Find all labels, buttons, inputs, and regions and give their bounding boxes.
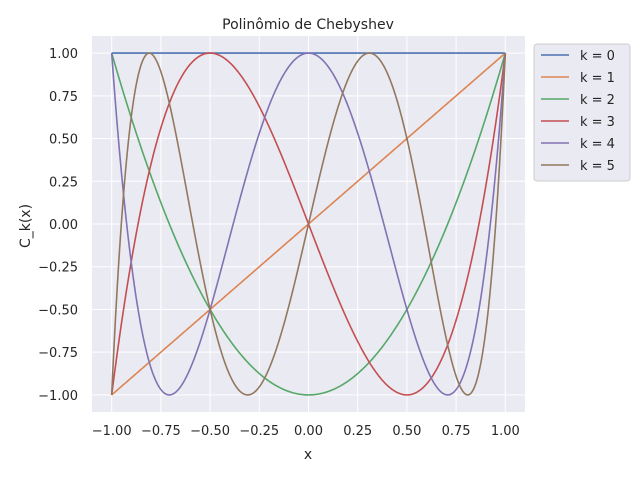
x-tick-label: −0.50 (190, 424, 230, 439)
series-line-k5 (110, 52, 507, 396)
x-axis-label: x (304, 447, 312, 463)
chart-title: Polinômio de Chebyshev (222, 17, 394, 33)
x-tick-label: −0.75 (141, 424, 181, 439)
x-tick-label: 0.50 (392, 424, 421, 439)
legend: k = 0 k = 1 k = 2 k = 3 k = 4 k = 5 (533, 43, 631, 182)
legend-label-k0: k = 0 (580, 49, 615, 64)
series-line-k4 (110, 52, 507, 396)
x-tick-label: −0.25 (239, 424, 279, 439)
x-tick-label: 0.75 (442, 424, 471, 439)
y-tick-label: 0.50 (49, 133, 78, 148)
x-tick-label: 0.00 (294, 424, 323, 439)
legend-label-k4: k = 4 (580, 137, 615, 152)
legend-label-k2: k = 2 (580, 93, 615, 108)
y-tick-label: −0.25 (38, 261, 78, 276)
legend-label-k5: k = 5 (580, 159, 615, 174)
y-tick-labels: −1.00 −0.75 −0.50 −0.25 0.00 0.25 0.50 0.75 1.00 (38, 47, 78, 404)
legend-box (533, 43, 631, 182)
y-tick-label: −0.50 (38, 303, 78, 318)
y-tick-label: 0.00 (49, 218, 78, 233)
x-tick-label: −1.00 (92, 424, 132, 439)
legend-label-k1: k = 1 (580, 71, 615, 86)
y-tick-label: 1.00 (49, 47, 78, 62)
series-curves (110, 52, 507, 396)
series-line-k2 (110, 52, 507, 396)
x-tick-label: 1.00 (491, 424, 520, 439)
x-tick-label: 0.25 (343, 424, 372, 439)
x-tick-labels: −1.00 −0.75 −0.50 −0.25 0.00 0.25 0.50 0.75 1.00 (92, 424, 520, 439)
legend-label-k3: k = 3 (580, 115, 615, 130)
y-tick-label: 0.75 (49, 90, 78, 105)
y-tick-label: −0.75 (38, 346, 78, 361)
y-tick-label: 0.25 (49, 175, 78, 190)
y-axis-label: C_k(x) (18, 204, 34, 248)
y-tick-label: −1.00 (38, 389, 78, 404)
